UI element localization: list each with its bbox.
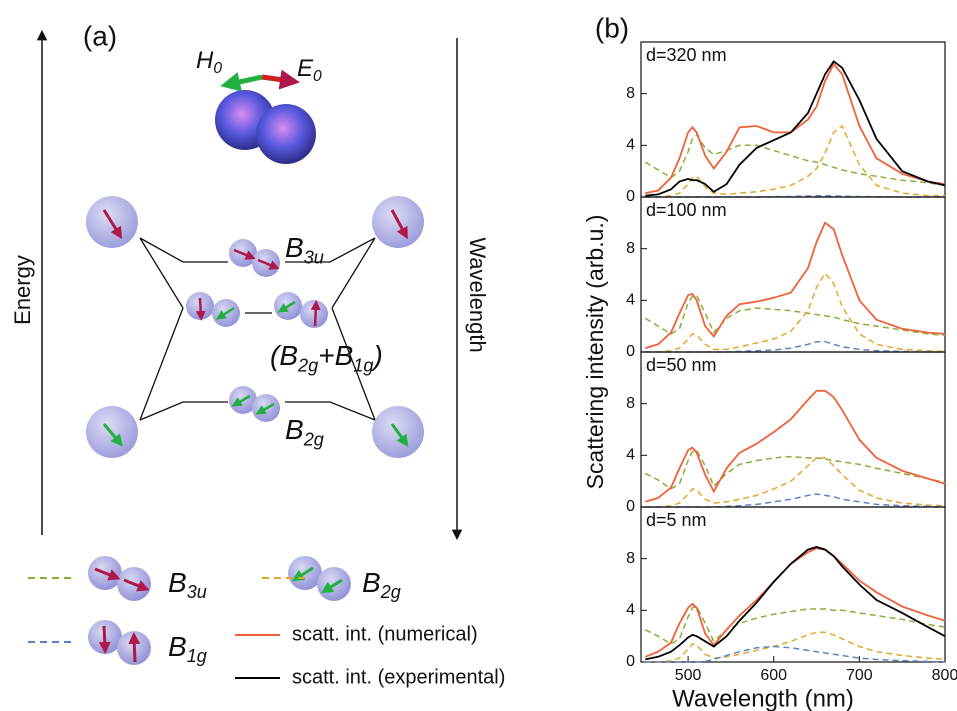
text-part: B	[285, 414, 304, 445]
x-tick-label: 700	[846, 667, 873, 684]
e0-label: E0	[297, 55, 322, 85]
energy-label: Energy	[10, 255, 35, 325]
legend-label: scatt. int. (numerical)	[292, 623, 478, 645]
legend-icons	[88, 556, 351, 665]
subscript: 0	[313, 68, 322, 85]
x-tick-label: 800	[932, 667, 957, 684]
level-label: (B2g+B1g)	[270, 340, 383, 375]
sphere	[256, 104, 316, 164]
y-tick-label: 0	[626, 188, 635, 205]
h-arrow	[220, 72, 263, 92]
y-tick-label: 0	[626, 498, 635, 515]
series-line	[645, 340, 945, 353]
x-tick-label: 500	[675, 667, 702, 684]
level-label: B3u	[285, 232, 324, 267]
plot-frame	[640, 41, 946, 198]
y-tick-label: 0	[626, 343, 635, 360]
panel-label: (b)	[595, 12, 629, 43]
plot-frame	[640, 506, 946, 663]
series-line	[645, 631, 946, 663]
y-tick-label: 8	[626, 85, 635, 102]
y-tick-label: 8	[626, 395, 635, 412]
series-line	[644, 605, 946, 645]
series-line	[644, 133, 946, 187]
e-arrow	[261, 69, 300, 90]
subscript: 3u	[187, 582, 207, 602]
text-part: )	[371, 340, 383, 371]
series-line	[644, 547, 946, 658]
subscript: 0	[213, 60, 222, 77]
subscript: 1g	[353, 355, 373, 375]
y-tick-label: 4	[626, 292, 635, 309]
x-tick-label: 600	[760, 667, 787, 684]
series-line	[644, 449, 946, 490]
legend-label: B2g	[362, 567, 401, 601]
panel-annotation: d=320 nm	[646, 45, 727, 65]
plot-frame	[640, 351, 946, 508]
wavelength-label: Wavelength	[465, 237, 490, 352]
y-tick-label: 4	[626, 602, 635, 619]
text-part: B	[362, 567, 381, 598]
y-tick-label: 4	[626, 137, 635, 154]
text-part: +B	[318, 340, 353, 371]
subscript: 2g	[380, 582, 401, 602]
series-line	[645, 271, 946, 353]
y-tick-label: 8	[626, 240, 635, 257]
series-line	[645, 221, 946, 349]
panel-annotation: d=100 nm	[646, 200, 727, 220]
level-lines	[139, 237, 376, 421]
text-part: E	[297, 55, 314, 82]
mode-icons	[86, 196, 424, 458]
series-line	[645, 645, 946, 663]
series-line	[645, 493, 946, 508]
text-part: H	[196, 47, 214, 74]
legend-label: scatt. int. (experimental)	[292, 666, 505, 688]
text-part: B	[285, 232, 304, 263]
subscript: 1g	[187, 646, 207, 666]
y-tick-label: 0	[626, 653, 635, 670]
panel-annotation: d=50 nm	[646, 355, 717, 375]
y-tick-label: 4	[626, 447, 635, 464]
series-line	[645, 60, 946, 197]
h0-label: H0	[196, 47, 222, 77]
legend-label: B3u	[168, 567, 207, 601]
series-line	[645, 546, 946, 661]
panel-label: (a)	[83, 20, 117, 51]
subscript: 3u	[304, 247, 324, 267]
series-line	[645, 62, 946, 194]
subscript: 2g	[303, 429, 324, 449]
y-tick-label: 8	[626, 550, 635, 567]
y-axis-label: Scattering intensity (arb.u.)	[582, 215, 608, 490]
panel-a: (a) Energy Wavelength H0 E0 B3u	[10, 20, 490, 665]
text-part: B	[168, 631, 187, 662]
level-label: B2g	[285, 414, 324, 449]
x-axis-label: Wavelength (nm)	[672, 685, 854, 711]
series-line	[645, 124, 945, 198]
text-part: B	[168, 567, 187, 598]
legend-label: B1g	[168, 631, 207, 665]
series-line	[644, 294, 946, 336]
panel-annotation: d=5 nm	[646, 510, 707, 530]
text-part: (B	[270, 340, 298, 371]
subscript: 2g	[297, 355, 318, 375]
series-line	[645, 457, 946, 508]
series-line	[645, 389, 946, 503]
